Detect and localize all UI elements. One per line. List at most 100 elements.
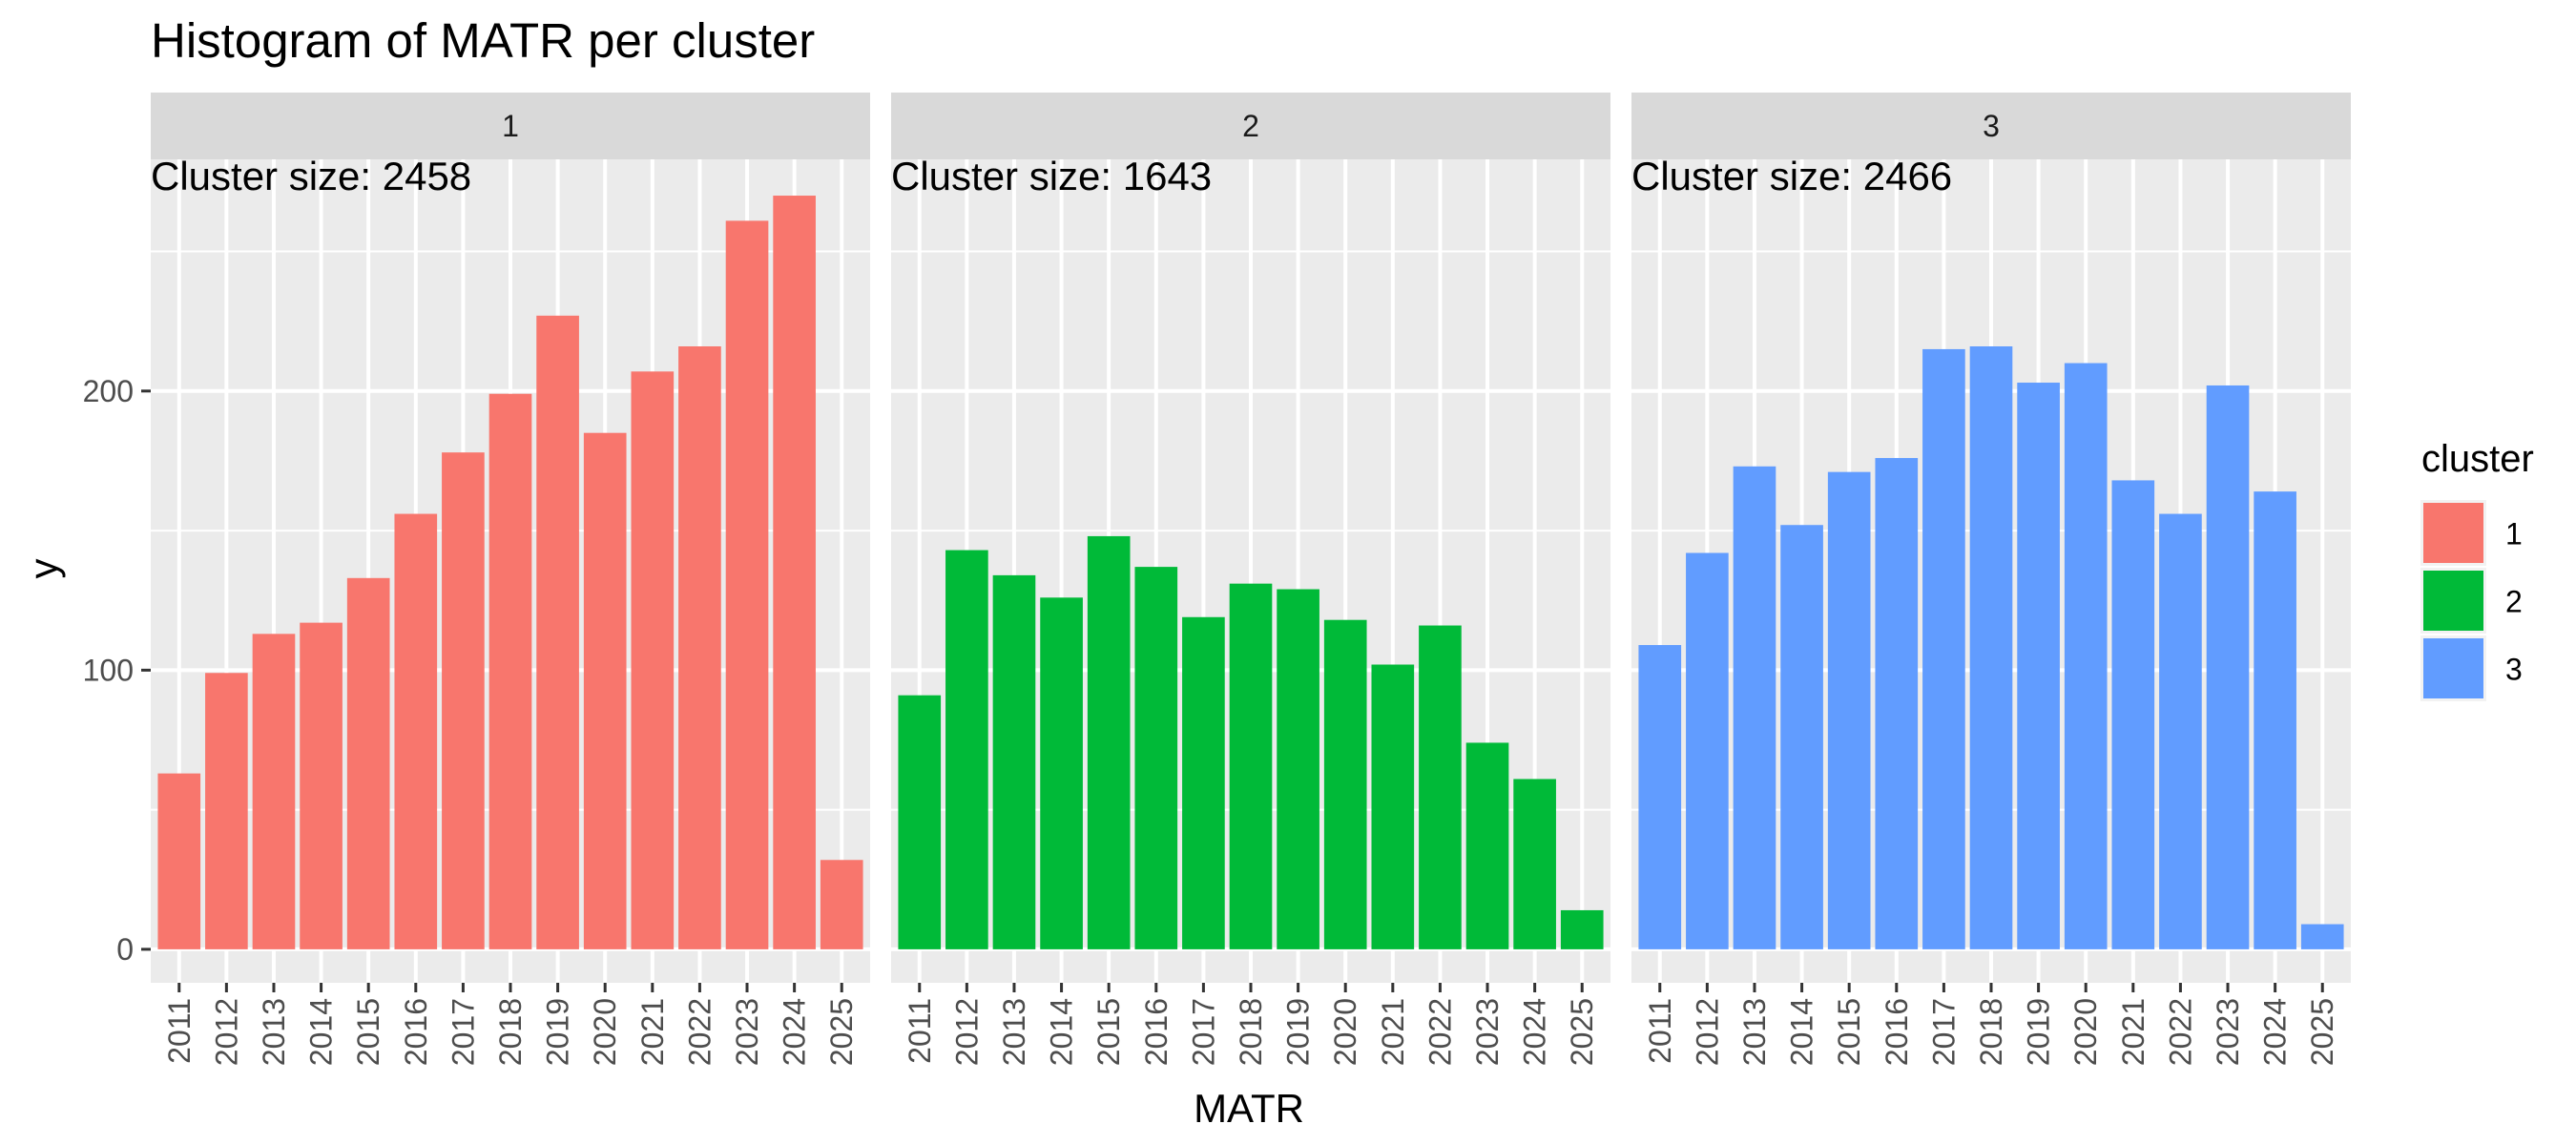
bar (1733, 466, 1776, 949)
x-tick-label: 2013 (1737, 998, 1772, 1066)
x-tick-label: 2021 (1376, 998, 1410, 1066)
x-tick-label: 2016 (1880, 998, 1914, 1066)
x-tick-label: 2011 (162, 998, 197, 1064)
x-tick-label: 2012 (209, 998, 243, 1066)
x-tick-label: 2018 (1974, 998, 2008, 1066)
x-tick-label: 2022 (2163, 998, 2197, 1066)
bar (2300, 924, 2344, 949)
bar (157, 773, 201, 949)
bar (2159, 513, 2202, 949)
x-tick-label: 2025 (824, 998, 859, 1066)
legend-label: 3 (2505, 653, 2523, 687)
bar (992, 574, 1036, 949)
y-tick-label: 200 (83, 374, 134, 408)
x-tick-label: 2020 (1328, 998, 1362, 1066)
x-tick-label: 2014 (1785, 998, 1819, 1066)
x-tick-label: 2017 (1186, 998, 1220, 1066)
bar (2111, 480, 2155, 949)
bar (1638, 645, 1682, 949)
legend-swatch (2423, 503, 2483, 563)
facet-panel-1: 1 Cluster size: 2458 2011 2012 2013 2014 2015 2… (151, 93, 870, 1066)
strip-background (151, 93, 870, 159)
x-tick-label: 2023 (1470, 998, 1505, 1066)
x-tick-label: 2019 (541, 998, 575, 1066)
chart-title: Histogram of MATR per cluster (151, 13, 815, 68)
bar (1419, 625, 1462, 949)
x-tick-label: 2019 (2022, 998, 2056, 1066)
legend-label: 2 (2505, 585, 2523, 619)
legend-item-1: 1 (2420, 500, 2523, 566)
y-tick-label: 0 (116, 932, 134, 967)
x-tick-label: 2015 (1091, 998, 1126, 1066)
x-tick-label: 2024 (1518, 998, 1552, 1066)
bar (252, 634, 296, 949)
legend-label: 1 (2505, 517, 2523, 552)
x-tick-label: 2015 (351, 998, 385, 1066)
cluster-size-annotation: Cluster size: 2458 (151, 154, 471, 198)
bar (1040, 597, 1083, 949)
x-tick-label: 2020 (588, 998, 622, 1066)
bar (1922, 348, 1965, 949)
x-tick-label: 2016 (399, 998, 433, 1066)
strip-background (1631, 93, 2351, 159)
x-tick-label: 2021 (635, 998, 670, 1066)
bar (1969, 346, 2013, 949)
legend-item-3: 3 (2420, 635, 2523, 701)
x-tick-label: 2014 (1045, 998, 1079, 1066)
y-axis-title: y (21, 559, 66, 579)
x-tick-label: 2011 (1643, 998, 1677, 1064)
bar (1827, 471, 1871, 949)
x-tick-label: 2012 (1690, 998, 1724, 1066)
bar (2017, 383, 2060, 949)
bar (2254, 491, 2296, 949)
x-tick-label: 2016 (1139, 998, 1174, 1066)
x-tick-label: 2022 (1423, 998, 1457, 1066)
strip-label: 3 (1983, 109, 2000, 143)
bar (1465, 742, 1509, 949)
legend: cluster 1 2 3 (2420, 438, 2534, 701)
strip-label: 1 (502, 109, 519, 143)
bar (1560, 909, 1604, 949)
x-tick-label: 2017 (1926, 998, 1961, 1066)
bar (1371, 664, 1415, 949)
bar (820, 860, 863, 949)
bar (1277, 589, 1319, 949)
x-tick-label: 2015 (1832, 998, 1866, 1066)
legend-swatch (2423, 638, 2483, 698)
strip-label: 2 (1242, 109, 1259, 143)
x-tick-label: 2017 (446, 998, 480, 1066)
bar (725, 220, 769, 949)
legend-item-2: 2 (2420, 568, 2523, 634)
x-tick-label: 2023 (2211, 998, 2245, 1066)
x-tick-label: 2024 (2258, 998, 2293, 1066)
bar (1229, 583, 1273, 949)
x-tick-label: 2013 (257, 998, 291, 1066)
bar (1513, 779, 1556, 949)
bar (1087, 535, 1131, 949)
bar (583, 432, 627, 949)
bar (1182, 616, 1225, 949)
bar (945, 550, 988, 949)
bar (2206, 385, 2250, 949)
bar (1875, 458, 1919, 949)
y-axis: 0 100 200 (83, 374, 151, 967)
x-tick-label: 2020 (2068, 998, 2103, 1066)
cluster-size-annotation: Cluster size: 2466 (1631, 154, 1952, 198)
x-tick-label: 2021 (2116, 998, 2150, 1066)
bar (346, 577, 390, 949)
x-tick-label: 2025 (1565, 998, 1599, 1066)
bar (1323, 619, 1367, 949)
x-tick-label: 2013 (997, 998, 1031, 1066)
cluster-size-annotation: Cluster size: 1643 (891, 154, 1212, 198)
x-tick-label: 2023 (730, 998, 764, 1066)
facet-panel-3: 3 Cluster size: 2466 2011 2012 2013 2014 2015 2… (1631, 93, 2351, 1066)
x-tick-label: 2018 (1234, 998, 1268, 1066)
x-tick-label: 2014 (304, 998, 339, 1066)
x-tick-label: 2011 (903, 998, 937, 1064)
bar (536, 315, 579, 949)
x-tick-label: 2012 (949, 998, 984, 1066)
strip-background (891, 93, 1610, 159)
bar (631, 371, 675, 949)
